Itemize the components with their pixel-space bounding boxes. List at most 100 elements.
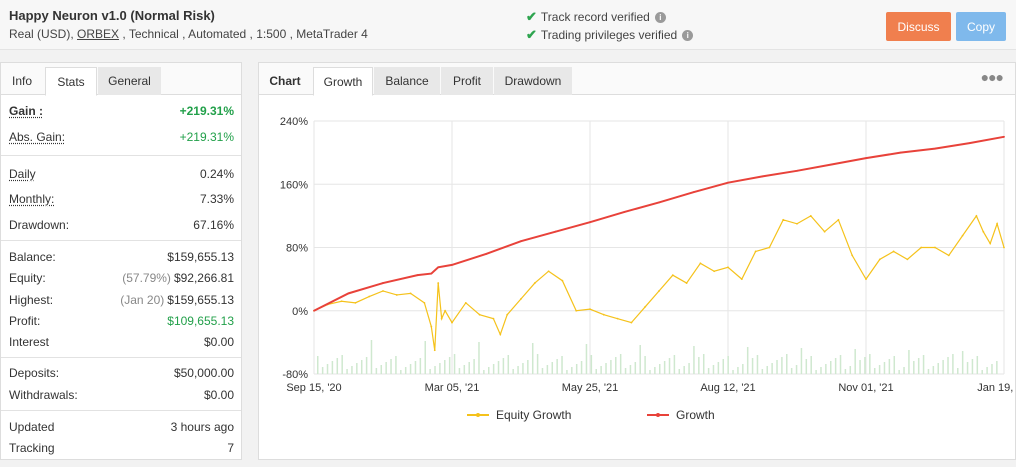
stats-panel: Info Stats General Gain : +219.31% Abs. …: [0, 62, 242, 460]
volume-bar: [751, 358, 754, 374]
volume-bar: [497, 361, 500, 374]
equity-growth-point: [382, 290, 384, 292]
volume-bar: [707, 368, 710, 374]
daily-label[interactable]: Daily: [9, 166, 36, 181]
tab-stats[interactable]: Stats: [45, 67, 97, 96]
equity-growth-point: [837, 218, 840, 221]
volume-bar: [668, 358, 671, 374]
interest-label: Interest: [9, 334, 50, 349]
equity-growth-point: [768, 246, 771, 249]
volume-bar: [341, 355, 343, 374]
volume-bar: [468, 362, 470, 374]
volume-bar: [390, 359, 392, 374]
legend-item-equity-growth[interactable]: Equity Growth: [467, 408, 571, 422]
info-icon[interactable]: i: [654, 11, 666, 23]
x-tick-label: Nov 01, '21: [838, 382, 893, 394]
tab-balance[interactable]: Balance: [374, 67, 440, 95]
y-tick-label: 240%: [280, 116, 308, 128]
deposits-label: Deposits:: [9, 365, 60, 380]
volume-bar: [722, 359, 725, 374]
withdrawals-value: $0.00: [203, 387, 234, 402]
tab-profit[interactable]: Profit: [441, 67, 493, 95]
volume-bar: [678, 369, 681, 374]
volume-bar: [453, 354, 456, 374]
volume-bar: [771, 363, 773, 374]
volume-bar: [624, 368, 627, 374]
equity-growth-point: [699, 262, 702, 265]
equity-growth-point: [478, 313, 481, 316]
equity-growth-point: [430, 325, 433, 328]
stat-updated: Updated 3 hours ago: [1, 416, 241, 437]
monthly-label[interactable]: Monthly:: [9, 191, 55, 206]
growth-point: [865, 157, 867, 160]
growth-point: [313, 309, 315, 312]
growth-point: [1003, 135, 1005, 138]
growth-point: [727, 181, 729, 184]
account-header: Happy Neuron v1.0 (Normal Risk) Real (US…: [0, 0, 1016, 50]
gain-label[interactable]: Gain :: [9, 103, 44, 118]
volume-bar: [365, 357, 368, 374]
equity-growth-point: [533, 282, 536, 284]
volume-bar: [883, 362, 886, 374]
info-icon[interactable]: i: [682, 29, 694, 41]
y-tick-label: 80%: [286, 243, 308, 255]
highest-value-group: (Jan 20) $159,655.13: [120, 293, 234, 307]
equity-growth-swatch: [467, 413, 489, 417]
growth-point: [416, 274, 419, 277]
divider: [1, 410, 241, 411]
volume-bar: [859, 360, 861, 374]
volume-bar: [712, 365, 715, 374]
tab-drawdown[interactable]: Drawdown: [494, 67, 572, 95]
volume-bar: [571, 367, 573, 374]
check-icon: ✔: [526, 9, 537, 24]
equity-growth-point: [575, 309, 578, 312]
equity-growth-point: [823, 230, 826, 233]
tab-chart[interactable]: Chart: [269, 74, 301, 88]
equity-growth-point: [961, 234, 964, 237]
volume-bar: [922, 355, 925, 374]
volume-bar: [981, 370, 983, 374]
equity-growth-point: [616, 317, 619, 320]
volume-bar: [649, 370, 651, 374]
legend-item-growth[interactable]: Growth: [647, 408, 715, 422]
volume-bar: [795, 365, 798, 374]
volume-bar: [595, 369, 597, 374]
ellipsis-icon[interactable]: ●●●: [980, 69, 1004, 85]
tab-growth[interactable]: Growth: [313, 67, 373, 96]
broker-link[interactable]: ORBEX: [77, 27, 120, 41]
volume-bar: [790, 368, 793, 374]
volume-bar: [507, 355, 510, 374]
volume-bar: [458, 368, 461, 374]
growth-swatch: [647, 413, 669, 417]
equity-growth-point: [506, 313, 509, 316]
abs-gain-label[interactable]: Abs. Gain:: [9, 129, 66, 144]
stat-withdrawals: Withdrawals: $0.00: [1, 384, 241, 405]
growth-point: [623, 211, 626, 213]
x-tick-label: Jan 19, '22: [977, 382, 1015, 394]
volume-bar: [717, 362, 720, 374]
stat-gain: Gain : +219.31%: [1, 100, 241, 121]
updated-label: Updated: [9, 419, 55, 434]
discuss-button[interactable]: Discuss: [886, 12, 951, 41]
volume-bar: [688, 363, 690, 374]
balance-label: Balance:: [9, 249, 56, 264]
equity-growth-point: [975, 214, 978, 217]
chart-tabs: Chart Growth Balance Profit Drawdown ●●●: [259, 63, 1015, 96]
copy-button[interactable]: Copy: [956, 12, 1006, 41]
divider: [1, 240, 241, 241]
volume-bar: [820, 367, 822, 374]
chart-panel: Chart Growth Balance Profit Drawdown ●●●…: [258, 62, 1016, 460]
equity-growth-point: [437, 282, 440, 284]
equity-growth-point: [433, 349, 436, 352]
tab-general[interactable]: General: [98, 67, 161, 95]
y-tick-label: 0%: [292, 306, 308, 318]
volume-bar: [444, 360, 446, 374]
divider: [1, 155, 241, 156]
volume-bar: [898, 370, 900, 374]
tab-info[interactable]: Info: [11, 74, 32, 88]
volume-bar: [531, 343, 534, 374]
volume-bar: [585, 344, 588, 374]
volume-bar: [800, 348, 803, 374]
stat-daily: Daily 0.24%: [1, 163, 241, 184]
growth-point: [796, 169, 798, 172]
